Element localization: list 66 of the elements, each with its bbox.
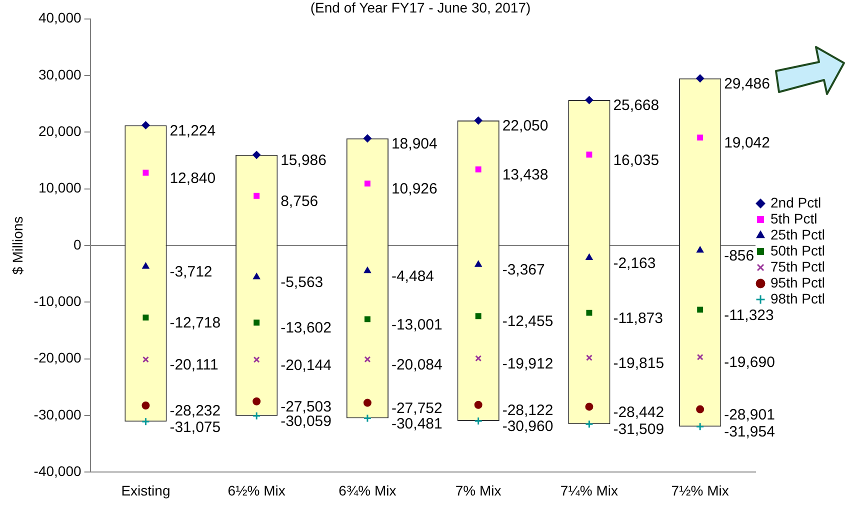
y-tick-label: -30,000 xyxy=(34,406,82,422)
x-tick-label: Existing xyxy=(121,482,170,498)
data-label: -19,815 xyxy=(613,354,664,372)
y-tick-label: -20,000 xyxy=(34,350,82,366)
data-label: -12,455 xyxy=(502,313,554,330)
data-label: -27,503 xyxy=(280,398,332,416)
data-label: -3,712 xyxy=(170,264,212,281)
data-label: 12,840 xyxy=(170,170,216,187)
y-tick-label: 0 xyxy=(73,236,82,252)
data-label: -2,163 xyxy=(613,254,656,272)
data-label: -20,144 xyxy=(280,356,332,374)
data-label: 16,035 xyxy=(613,152,660,169)
legend-label: 98th Pctl xyxy=(770,290,826,306)
x-tick-label: 7¼% Mix xyxy=(560,482,618,498)
data-label: -13,001 xyxy=(391,316,442,334)
data-label: 21,224 xyxy=(170,122,216,140)
data-label: 25,668 xyxy=(613,97,660,114)
data-label: 18,904 xyxy=(391,136,438,152)
y-tick-label: 10,000 xyxy=(38,180,82,196)
data-label: -19,690 xyxy=(724,354,775,372)
data-label: -856 xyxy=(724,247,754,264)
x-tick-label: 6½% Mix xyxy=(228,482,286,498)
data-label: -27,752 xyxy=(391,400,442,417)
data-label: 10,926 xyxy=(391,180,438,198)
data-label: -30,960 xyxy=(502,418,554,436)
data-label: -20,084 xyxy=(391,356,442,374)
data-label: -13,602 xyxy=(280,320,332,337)
data-label: -28,232 xyxy=(170,402,221,420)
y-tick-label: -40,000 xyxy=(34,463,82,480)
data-label: 19,042 xyxy=(724,134,770,152)
data-label: -12,718 xyxy=(170,314,221,332)
x-tick-label: 6¾% Mix xyxy=(338,482,396,498)
data-label: 13,438 xyxy=(502,166,548,184)
y-tick-label: -10,000 xyxy=(34,293,82,310)
x-tick-label: 7% Mix xyxy=(455,482,502,498)
data-label: 15,986 xyxy=(280,152,326,170)
data-label: -11,873 xyxy=(613,310,663,327)
data-label: -19,912 xyxy=(502,355,554,372)
y-tick-label: 40,000 xyxy=(38,10,82,26)
data-label: 22,050 xyxy=(502,118,548,135)
data-label: -28,122 xyxy=(502,402,554,420)
legend-label: 50th Pctl xyxy=(770,242,826,258)
data-label: -30,481 xyxy=(391,415,442,432)
data-label: -28,901 xyxy=(724,406,775,424)
legend-label: 75th Pctl xyxy=(770,258,826,274)
data-label: -30,059 xyxy=(280,413,332,430)
x-tick-label: 7½% Mix xyxy=(671,482,729,498)
data-label: -4,484 xyxy=(391,268,434,286)
y-tick-label: 30,000 xyxy=(38,66,82,82)
data-label: -3,367 xyxy=(502,262,545,279)
data-label: -31,509 xyxy=(613,421,664,438)
data-label: -28,442 xyxy=(613,404,664,421)
y-tick-label: 20,000 xyxy=(38,123,82,140)
data-label: -31,075 xyxy=(170,418,221,436)
data-label: -11,323 xyxy=(724,306,774,324)
data-label: -5,563 xyxy=(280,274,324,292)
legend-label: 95th Pctl xyxy=(770,274,826,290)
legend-label: 25th Pctl xyxy=(770,226,826,242)
y-axis-title: $ Millions xyxy=(9,216,26,275)
data-label: -31,954 xyxy=(724,424,775,441)
data-label: 8,756 xyxy=(280,193,318,210)
data-label: -20,111 xyxy=(170,356,218,374)
legend-label: 2nd Pctl xyxy=(770,194,822,210)
chart-subtitle: (End of Year FY17 - June 30, 2017) xyxy=(310,0,531,16)
data-label: 29,486 xyxy=(724,76,770,93)
legend-label: 5th Pctl xyxy=(770,210,818,226)
